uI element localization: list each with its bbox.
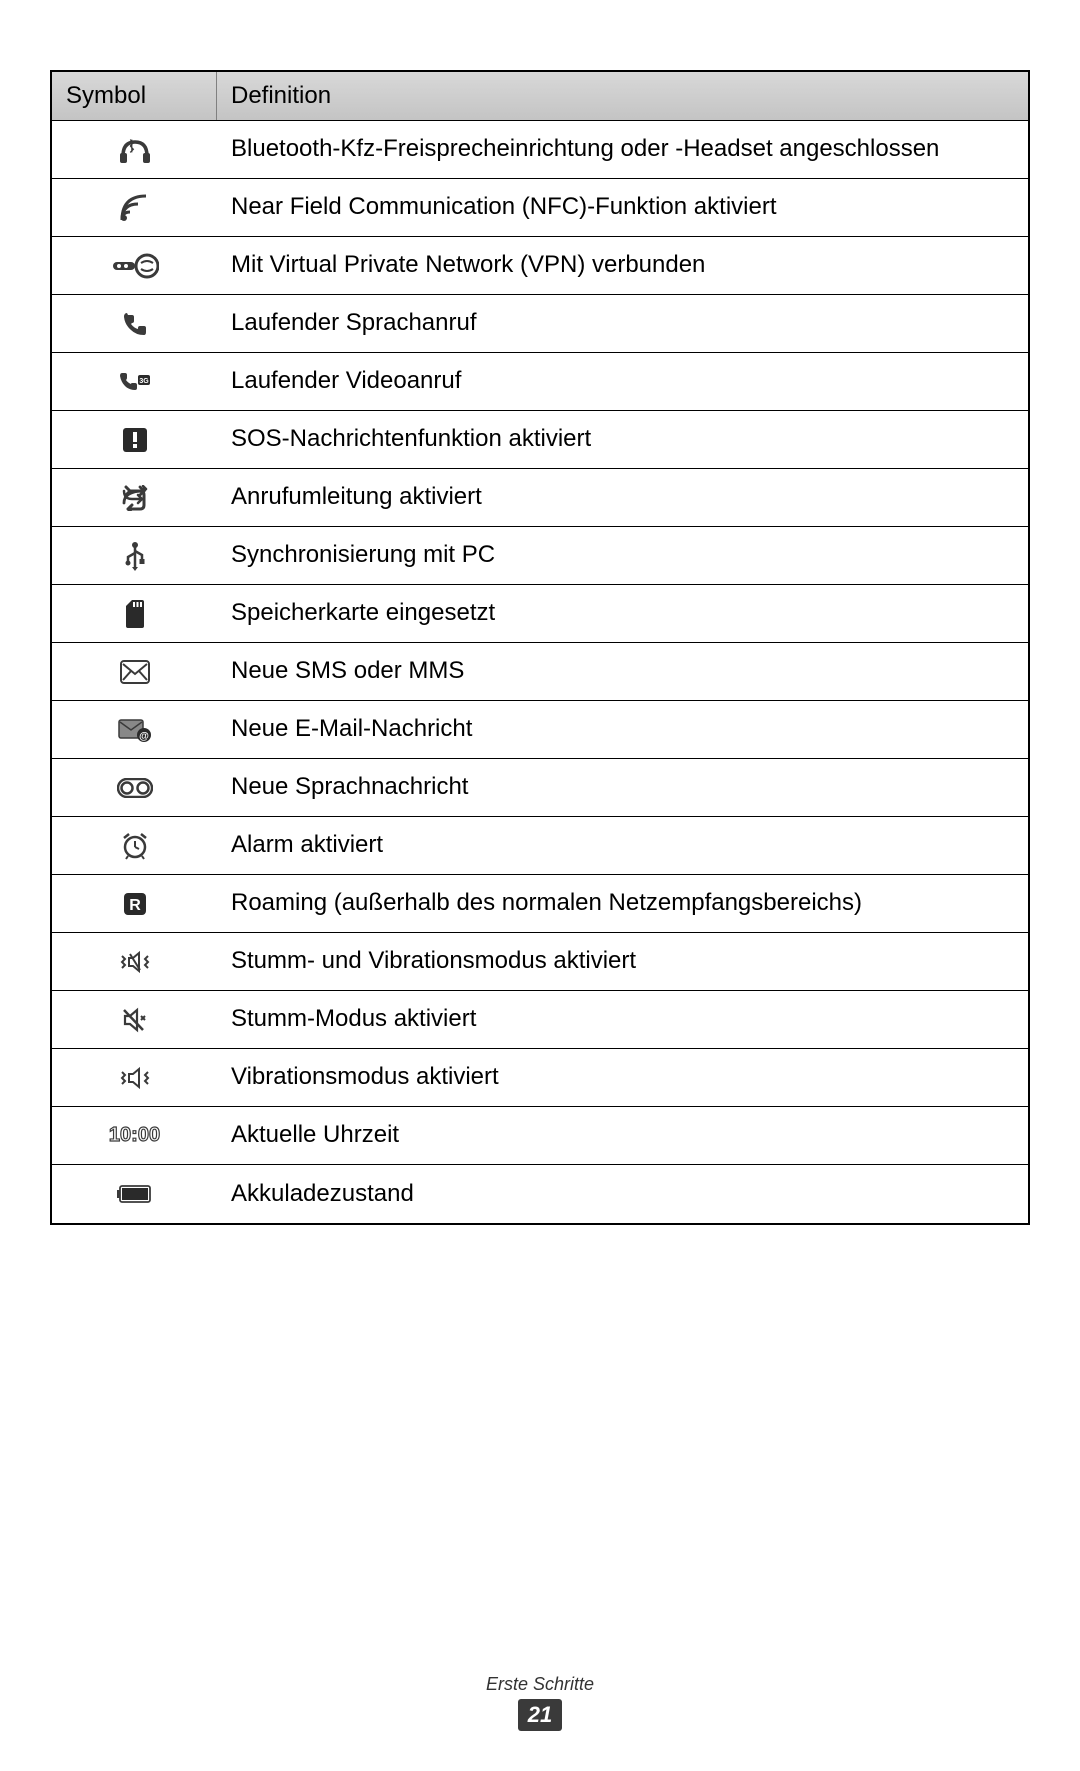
table-row: Stumm-Modus aktiviert (52, 991, 1028, 1049)
time-icon: 10:00 (52, 1114, 217, 1157)
usb-sync-icon (52, 531, 217, 581)
table-row: Neue Sprachnachricht (52, 759, 1028, 817)
footer-page-number: 21 (518, 1699, 562, 1731)
table-row: Akkuladezustand (52, 1165, 1028, 1223)
definition-text: Anrufumleitung aktiviert (217, 469, 1028, 525)
mute-icon (52, 997, 217, 1043)
table-row: Synchronisierung mit PC (52, 527, 1028, 585)
table-row: 3G Laufender Videoanruf (52, 353, 1028, 411)
mute-vibrate-icon (52, 939, 217, 985)
email-icon: @ (52, 707, 217, 753)
video-call-icon: 3G (52, 359, 217, 405)
table-row: Vibrationsmodus aktiviert (52, 1049, 1028, 1107)
alarm-icon (52, 822, 217, 870)
table-row: @ Neue E-Mail-Nachricht (52, 701, 1028, 759)
vibrate-icon (52, 1055, 217, 1101)
svg-text:3G: 3G (139, 378, 149, 385)
nfc-icon (52, 184, 217, 232)
table-row: 10:00Aktuelle Uhrzeit (52, 1107, 1028, 1165)
table-row: Neue SMS oder MMS (52, 643, 1028, 701)
table-row: Alarm aktiviert (52, 817, 1028, 875)
definition-text: Aktuelle Uhrzeit (217, 1107, 1028, 1163)
page-footer: Erste Schritte 21 (0, 1674, 1080, 1731)
definition-text: Synchronisierung mit PC (217, 527, 1028, 583)
definition-text: Vibrationsmodus aktiviert (217, 1049, 1028, 1105)
battery-icon (52, 1175, 217, 1213)
table-row: Laufender Sprachanruf (52, 295, 1028, 353)
roaming-icon: R (52, 882, 217, 926)
svg-text:@: @ (139, 731, 149, 742)
definition-text: Mit Virtual Private Network (VPN) verbun… (217, 237, 1028, 293)
definition-text: Alarm aktiviert (217, 817, 1028, 873)
column-header-symbol: Symbol (52, 72, 217, 120)
column-header-definition: Definition (217, 72, 1028, 120)
table-row: Mit Virtual Private Network (VPN) verbun… (52, 237, 1028, 295)
table-row: Bluetooth-Kfz-Freisprecheinrichtung oder… (52, 121, 1028, 179)
definition-text: Neue SMS oder MMS (217, 643, 1028, 699)
voicemail-icon (52, 768, 217, 808)
svg-text:R: R (129, 897, 141, 914)
definition-text: SOS-Nachrichtenfunktion aktiviert (217, 411, 1028, 467)
voice-call-icon (52, 301, 217, 347)
definition-text: Bluetooth-Kfz-Freisprecheinrichtung oder… (217, 121, 1028, 177)
definition-text: Laufender Sprachanruf (217, 295, 1028, 351)
table-row: R Roaming (außerhalb des normalen Netzem… (52, 875, 1028, 933)
definition-text: Neue Sprachnachricht (217, 759, 1028, 815)
vpn-icon (52, 243, 217, 289)
definition-text: Stumm-Modus aktiviert (217, 991, 1028, 1047)
call-forwarding-icon (52, 475, 217, 521)
definition-text: Near Field Communication (NFC)-Funktion … (217, 179, 1028, 235)
sms-icon (52, 650, 217, 694)
sd-card-icon (52, 590, 217, 638)
definition-text: Laufender Videoanruf (217, 353, 1028, 409)
table-row: Speicherkarte eingesetzt (52, 585, 1028, 643)
table-row: Near Field Communication (NFC)-Funktion … (52, 179, 1028, 237)
definition-text: Akkuladezustand (217, 1166, 1028, 1222)
bluetooth-headphones-icon (52, 126, 217, 174)
table-row: Stumm- und Vibrationsmodus aktiviert (52, 933, 1028, 991)
definition-text: Neue E-Mail-Nachricht (217, 701, 1028, 757)
footer-section-title: Erste Schritte (0, 1674, 1080, 1695)
table-header: Symbol Definition (52, 72, 1028, 121)
sos-icon (52, 417, 217, 463)
definition-text: Speicherkarte eingesetzt (217, 585, 1028, 641)
symbol-definition-table: Symbol Definition Bluetooth-Kfz-Freispre… (50, 70, 1030, 1225)
table-body: Bluetooth-Kfz-Freisprecheinrichtung oder… (52, 121, 1028, 1223)
definition-text: Stumm- und Vibrationsmodus aktiviert (217, 933, 1028, 989)
table-row: SOS-Nachrichtenfunktion aktiviert (52, 411, 1028, 469)
table-row: Anrufumleitung aktiviert (52, 469, 1028, 527)
definition-text: Roaming (außerhalb des normalen Netzempf… (217, 875, 1028, 931)
